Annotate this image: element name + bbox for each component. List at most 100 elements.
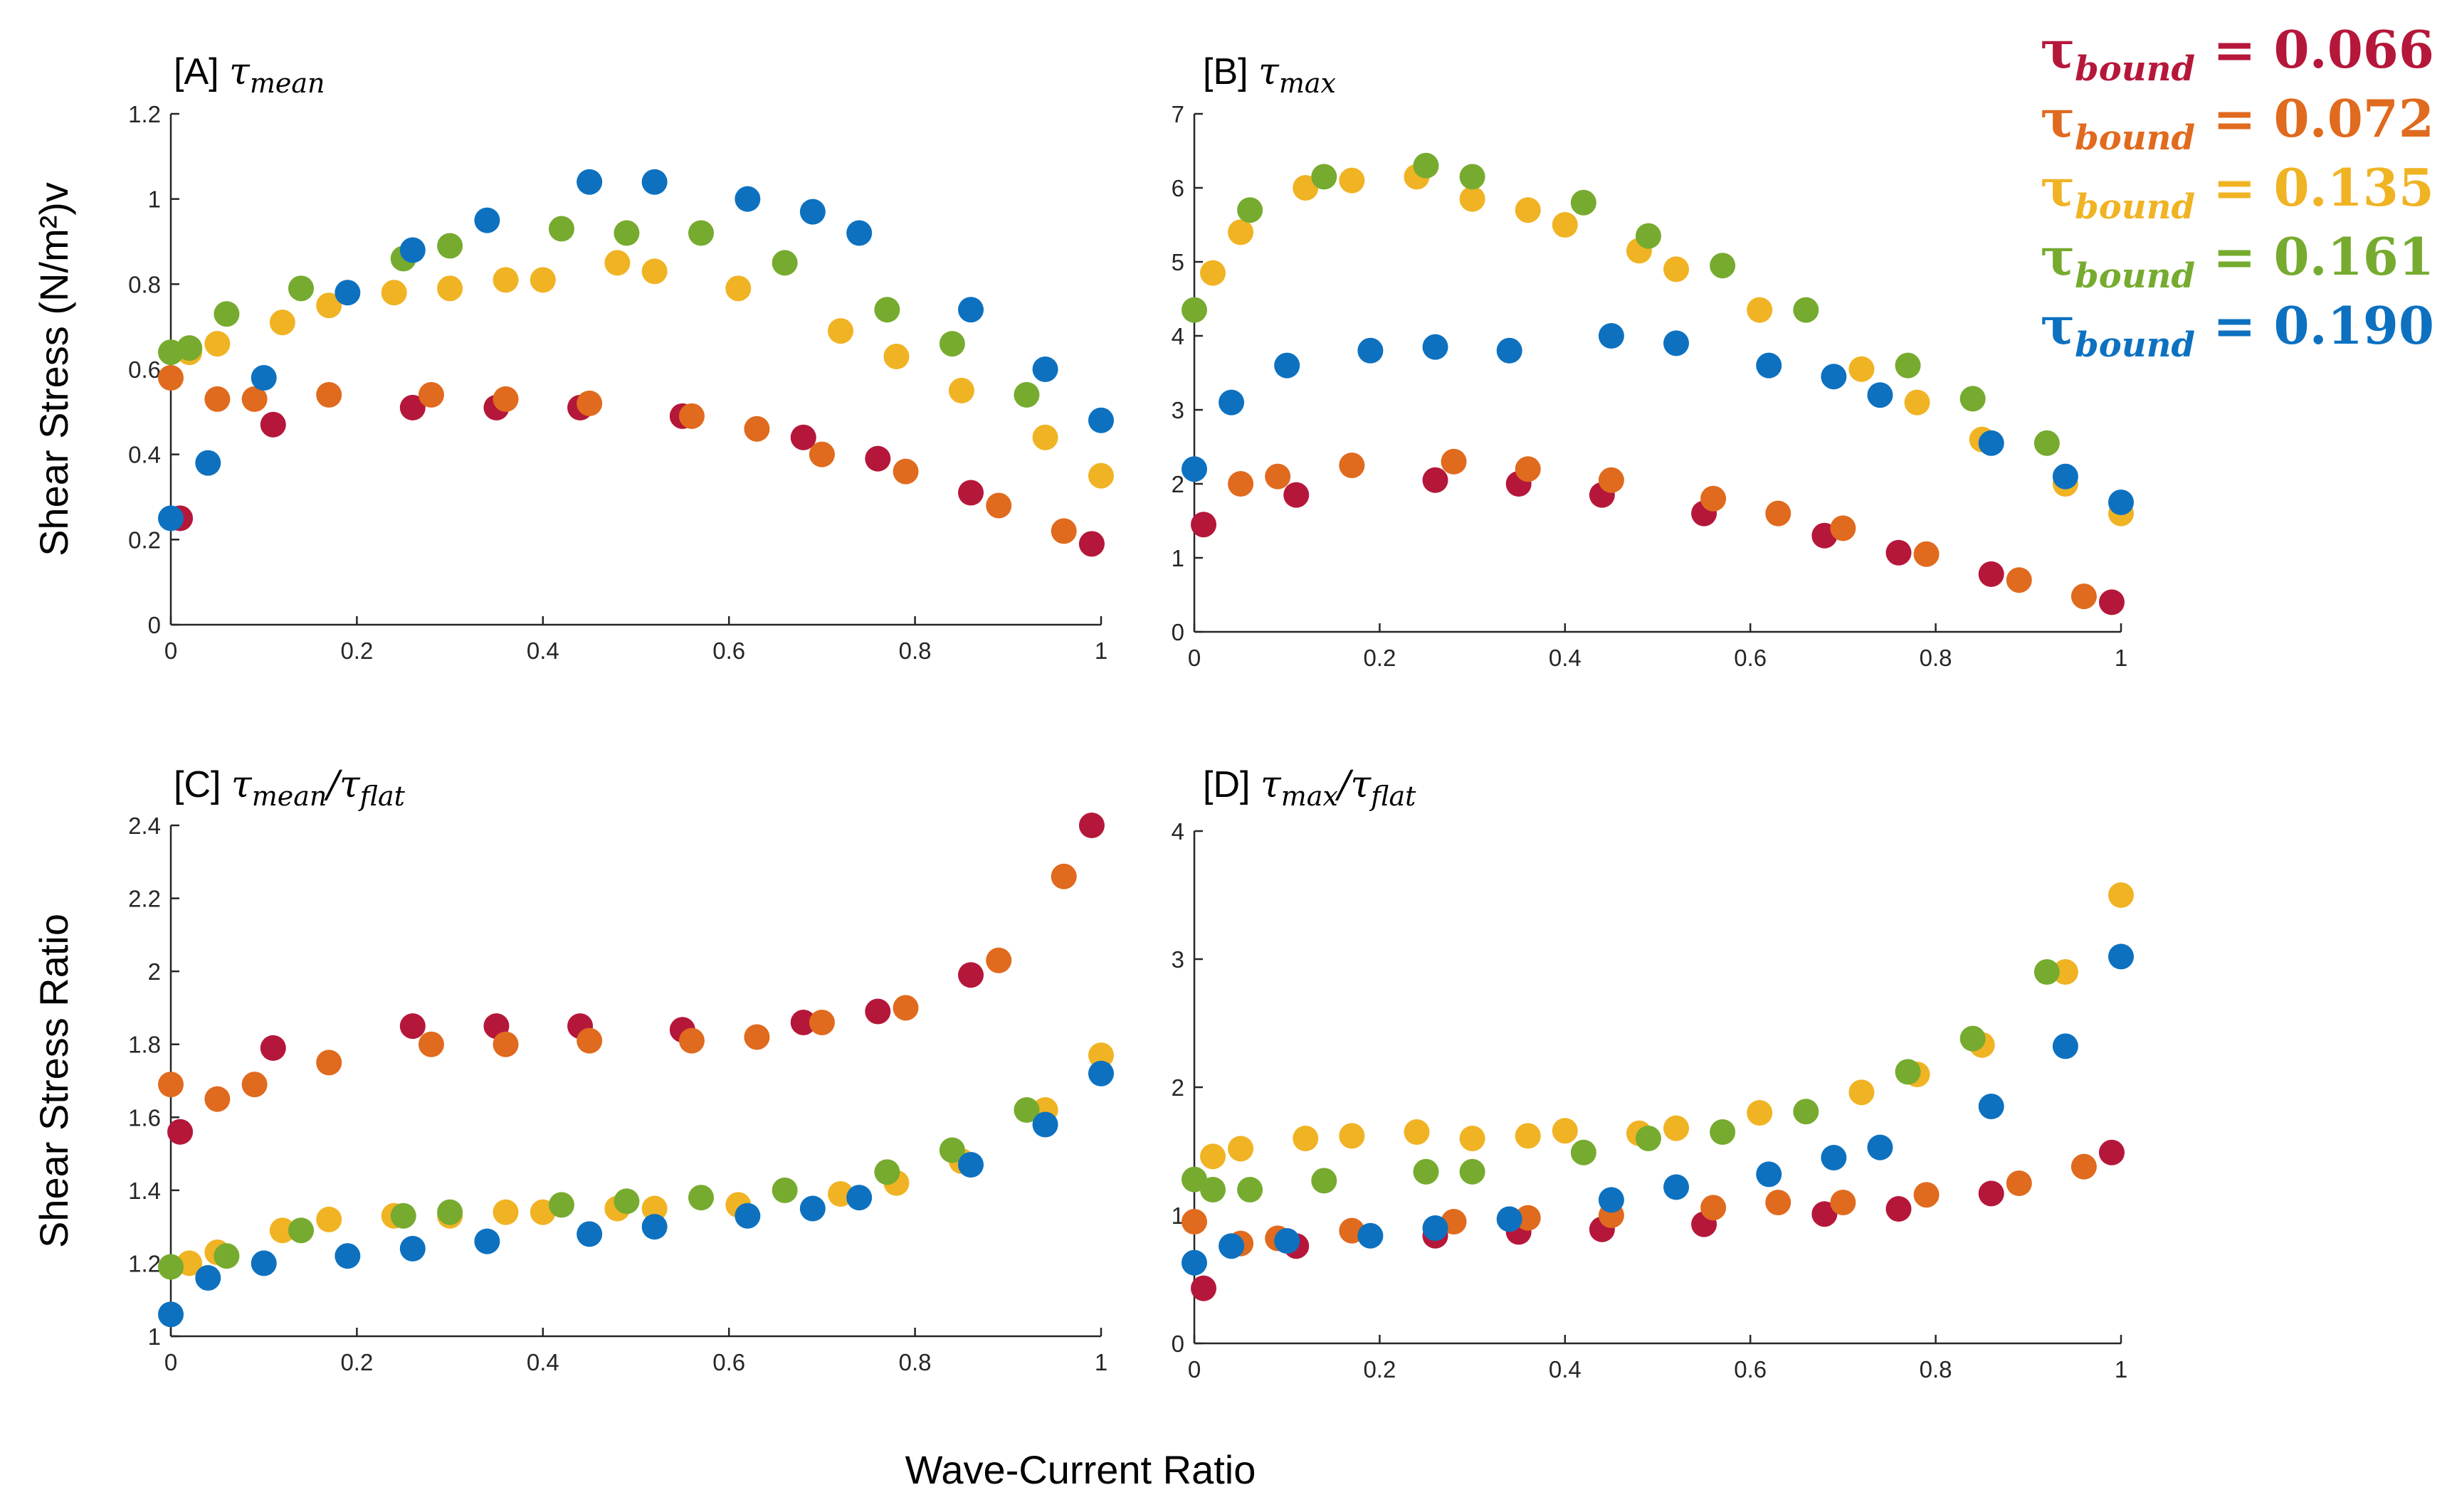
data-point xyxy=(1200,1177,1226,1202)
panel-title: [D] τmax/τflat xyxy=(1203,763,1416,812)
data-point xyxy=(790,424,816,450)
data-point xyxy=(399,237,426,263)
data-point xyxy=(1515,1123,1541,1149)
data-point xyxy=(399,394,426,421)
data-point xyxy=(799,199,826,225)
data-point xyxy=(1515,1205,1541,1231)
panel-d: 0 0.2 0.4 0.6 0.8 1 0 1 2 3 4 [D] τmax/τflat xyxy=(1172,763,2134,1383)
data-point xyxy=(1756,352,1782,379)
y-tick-label: 4 xyxy=(1172,323,1184,349)
y-tick-label: 2.2 xyxy=(128,886,161,912)
panel-b: 0 0.2 0.4 0.6 0.8 1 0 1 2 3 4 5 6 7 [B] τmax xyxy=(1172,51,2134,671)
data-point xyxy=(809,1009,835,1035)
data-point xyxy=(251,364,277,391)
data-point xyxy=(1237,1177,1263,1202)
x-tick-label: 0.2 xyxy=(340,1349,373,1375)
data-point xyxy=(1339,453,1365,478)
series-bound0-135 xyxy=(1200,882,2134,1170)
data-point xyxy=(874,1159,900,1185)
data-point xyxy=(493,386,519,412)
data-point xyxy=(1570,1139,1596,1165)
data-point xyxy=(1793,297,1819,323)
data-point xyxy=(1663,330,1690,356)
y-tick-label: 1.2 xyxy=(128,101,161,127)
data-point xyxy=(1904,389,1930,416)
data-point xyxy=(1867,382,1893,408)
series-bound0-072 xyxy=(1228,448,2097,610)
panel-title: [B] τmax xyxy=(1203,51,1336,99)
data-point xyxy=(1274,1228,1300,1254)
data-point xyxy=(1274,352,1300,379)
y-tick-label: 0 xyxy=(1172,1331,1184,1357)
data-point xyxy=(214,301,240,327)
y-tick-label: 6 xyxy=(1172,175,1184,201)
data-point xyxy=(2070,583,2097,610)
data-point xyxy=(641,1195,668,1222)
data-point xyxy=(1422,1215,1448,1241)
data-point xyxy=(2033,959,2060,985)
data-point xyxy=(474,207,500,233)
data-point xyxy=(2098,589,2125,615)
data-point xyxy=(1078,531,1105,557)
legend-entry: τbound = 0.072 xyxy=(2041,88,2434,158)
data-point xyxy=(1515,197,1541,223)
series-bound0-066 xyxy=(1191,1139,2125,1301)
data-point xyxy=(177,335,203,361)
data-point xyxy=(958,297,984,323)
x-tick-label: 0.8 xyxy=(1920,1356,1952,1383)
data-point xyxy=(1978,430,2004,456)
data-point xyxy=(577,169,603,195)
data-point xyxy=(1237,197,1263,223)
data-point xyxy=(1793,1099,1819,1125)
series-bound0-161 xyxy=(158,1097,1040,1280)
y-tick-label: 1 xyxy=(148,186,161,213)
data-point xyxy=(772,1177,798,1203)
y-tick-label: 5 xyxy=(1172,249,1184,275)
data-point xyxy=(958,480,984,506)
series-bound0-190 xyxy=(158,169,1114,532)
data-point xyxy=(735,1202,761,1229)
data-point xyxy=(614,1188,640,1215)
data-point xyxy=(1182,297,1207,323)
y-tick-label: 2 xyxy=(1172,1074,1184,1101)
data-point xyxy=(288,1217,314,1244)
x-tick-label: 0.2 xyxy=(1363,645,1396,671)
x-tick-label: 0 xyxy=(1188,1356,1201,1383)
data-point xyxy=(874,297,900,323)
data-point xyxy=(316,1050,342,1076)
y-tick-label: 1 xyxy=(1172,1202,1184,1229)
y-tick-label: 0 xyxy=(1172,619,1184,645)
data-point xyxy=(1182,1249,1207,1276)
data-point xyxy=(1959,386,1986,412)
data-point xyxy=(2033,430,2060,456)
series-bound0-072 xyxy=(158,364,1077,544)
data-point xyxy=(1635,1126,1661,1151)
panel-title: [A] τmean xyxy=(174,51,325,99)
x-tick-label: 0.6 xyxy=(712,638,745,664)
data-point xyxy=(1913,541,1940,567)
data-point xyxy=(437,1199,463,1225)
data-point xyxy=(1598,1187,1624,1213)
data-point xyxy=(204,386,231,412)
x-tick-label: 1 xyxy=(1095,638,1107,664)
data-point xyxy=(399,1235,426,1262)
data-point xyxy=(418,1031,444,1057)
data-point xyxy=(251,1250,277,1276)
data-point xyxy=(1191,512,1217,538)
data-point xyxy=(158,505,184,532)
data-point xyxy=(799,1195,826,1222)
data-point xyxy=(437,275,463,302)
data-point xyxy=(1014,1097,1040,1124)
data-point xyxy=(958,962,984,988)
data-point xyxy=(1885,1196,1912,1222)
data-point xyxy=(1895,352,1921,379)
data-point xyxy=(1598,467,1624,493)
data-point xyxy=(809,441,835,467)
data-point xyxy=(2052,959,2078,985)
data-point xyxy=(335,1243,361,1269)
data-point xyxy=(1032,356,1058,382)
y-tick-label: 0.8 xyxy=(128,271,161,297)
data-point xyxy=(577,390,603,416)
data-point xyxy=(2052,463,2078,490)
data-point xyxy=(1765,1190,1791,1215)
